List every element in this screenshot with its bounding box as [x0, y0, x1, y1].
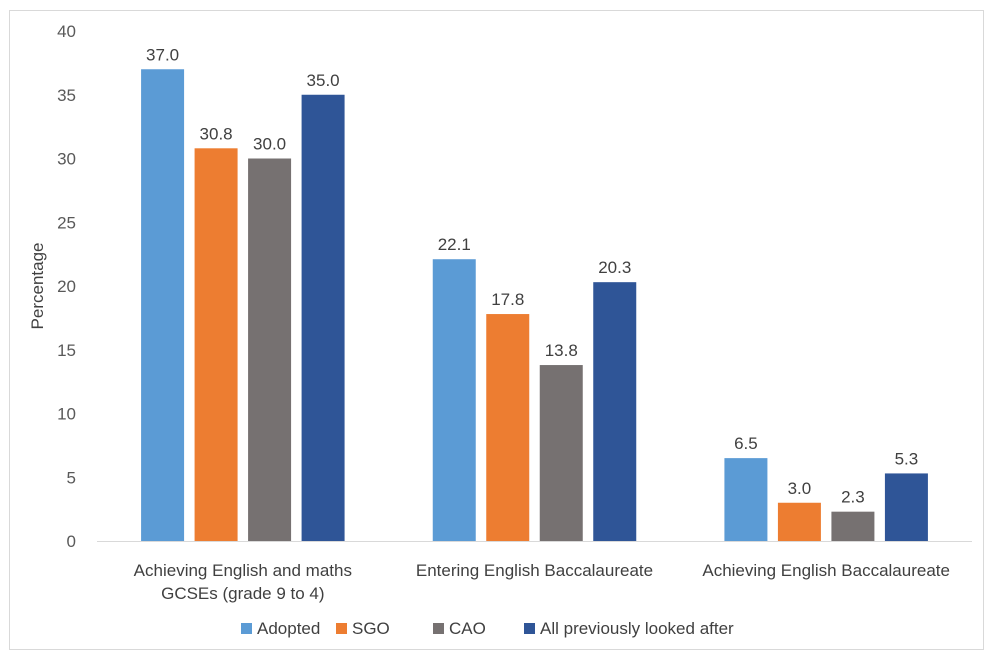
y-tick-label: 25: [57, 213, 76, 232]
y-tick-label: 15: [57, 341, 76, 360]
bar-cao: [831, 511, 875, 541]
y-tick-label: 40: [57, 22, 76, 41]
bar-adopted: [141, 69, 185, 541]
bar-adopted: [724, 458, 768, 541]
bar-all-previously-looked-after: [593, 282, 637, 541]
bar-sgo: [194, 148, 238, 542]
y-tick-label: 30: [57, 150, 76, 169]
bar-all-previously-looked-after: [884, 473, 928, 541]
legend-swatch: [524, 623, 535, 634]
legend-swatch: [241, 623, 252, 634]
bar-all-previously-looked-after: [301, 94, 345, 541]
legend-label: SGO: [352, 619, 390, 638]
bar-sgo: [486, 314, 530, 541]
data-label: 35.0: [307, 71, 340, 90]
y-tick-label: 0: [67, 532, 76, 551]
data-label: 13.8: [545, 341, 578, 360]
data-label: 30.8: [200, 124, 233, 143]
data-label: 37.0: [146, 45, 179, 64]
y-tick-label: 35: [57, 86, 76, 105]
bar-cao: [248, 158, 292, 541]
legend-label: Adopted: [257, 619, 320, 638]
data-label: 5.3: [895, 449, 919, 468]
legend-label: CAO: [449, 619, 486, 638]
y-axis-title: Percentage: [28, 243, 47, 330]
data-label: 20.3: [598, 258, 631, 277]
data-label: 30.0: [253, 135, 286, 154]
legend-swatch: [336, 623, 347, 634]
x-category-label: Achieving English Baccalaureate: [702, 561, 950, 580]
legend-label: All previously looked after: [540, 619, 734, 638]
bar-cao: [539, 365, 583, 541]
data-label: 6.5: [734, 434, 758, 453]
bar-adopted: [432, 259, 476, 541]
y-tick-label: 20: [57, 277, 76, 296]
y-tick-label: 10: [57, 405, 76, 424]
x-category-label: GCSEs (grade 9 to 4): [161, 584, 324, 603]
data-label: 2.3: [841, 488, 865, 507]
y-tick-label: 5: [67, 468, 76, 487]
x-category-label: Entering English Baccalaureate: [416, 561, 653, 580]
bar-sgo: [777, 502, 821, 541]
legend-swatch: [433, 623, 444, 634]
data-label: 17.8: [491, 290, 524, 309]
x-category-label: Achieving English and maths: [134, 561, 352, 580]
data-label: 3.0: [788, 479, 812, 498]
data-label: 22.1: [438, 235, 471, 254]
